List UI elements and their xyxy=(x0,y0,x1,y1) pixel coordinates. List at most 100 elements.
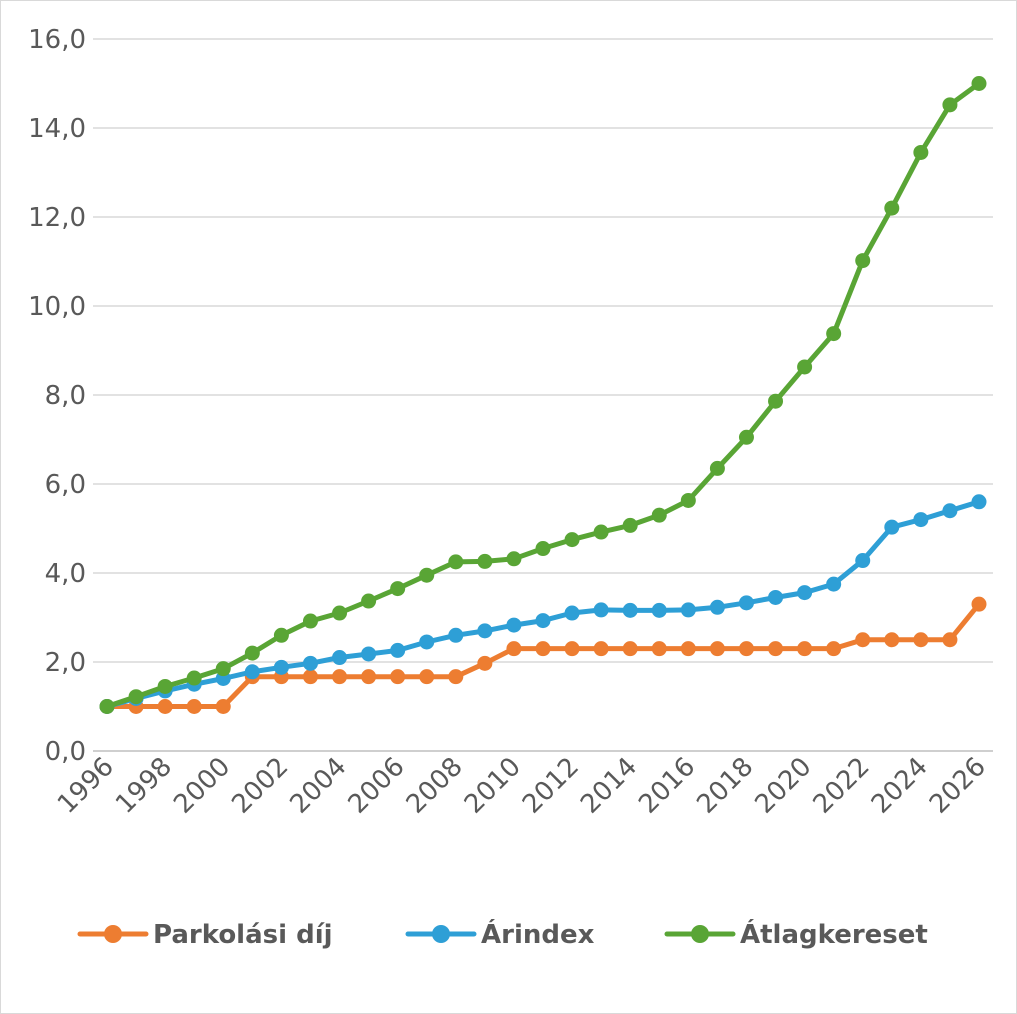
data-point xyxy=(564,532,580,548)
data-point xyxy=(680,641,696,657)
data-point xyxy=(128,689,144,705)
legend-label: Parkolási díj xyxy=(153,920,333,950)
data-point xyxy=(884,519,900,535)
data-point xyxy=(535,541,551,557)
data-point xyxy=(913,512,929,528)
data-point xyxy=(361,593,377,609)
x-tick-label: 2012 xyxy=(517,752,585,820)
data-point xyxy=(855,253,871,269)
y-tick-label: 16,0 xyxy=(28,25,86,55)
data-point xyxy=(419,567,435,583)
x-tick-label: 2006 xyxy=(343,752,411,820)
data-point xyxy=(971,494,987,510)
data-point xyxy=(332,669,348,685)
y-tick-label: 2,0 xyxy=(45,648,86,678)
data-point xyxy=(651,507,667,523)
data-point xyxy=(942,503,958,519)
data-point xyxy=(390,669,406,685)
data-point xyxy=(332,605,348,621)
legend-marker xyxy=(432,925,450,943)
x-tick-label: 2016 xyxy=(633,752,701,820)
data-point xyxy=(768,393,784,409)
legend-item: Árindex xyxy=(405,918,595,950)
data-point xyxy=(390,642,406,658)
series-line xyxy=(104,499,982,709)
data-point xyxy=(651,641,667,657)
legend-label: Árindex xyxy=(481,918,595,950)
data-point xyxy=(273,659,289,675)
x-tick-label: 2008 xyxy=(401,752,469,820)
data-point xyxy=(768,641,784,657)
y-tick-label: 10,0 xyxy=(28,292,86,322)
data-point xyxy=(448,554,464,570)
data-point xyxy=(506,551,522,567)
data-point xyxy=(709,599,725,615)
x-tick-label: 2018 xyxy=(691,752,759,820)
data-point xyxy=(564,605,580,621)
data-point xyxy=(448,627,464,643)
data-point xyxy=(738,429,754,445)
data-point xyxy=(971,596,987,612)
y-tick-label: 8,0 xyxy=(45,381,86,411)
legend: Parkolási díj Árindex Átlagkereset xyxy=(77,918,928,950)
data-point xyxy=(215,699,231,714)
data-point xyxy=(709,460,725,476)
data-point xyxy=(477,623,493,639)
data-point xyxy=(215,661,231,677)
data-point xyxy=(99,699,115,714)
x-tick-label: 1998 xyxy=(110,752,178,820)
y-tick-label: 12,0 xyxy=(28,203,86,233)
data-point xyxy=(797,641,813,657)
data-point xyxy=(942,632,958,648)
data-point xyxy=(157,699,173,714)
data-point xyxy=(419,669,435,685)
data-point xyxy=(157,678,173,694)
y-tick-label: 6,0 xyxy=(45,470,86,500)
data-point xyxy=(361,646,377,662)
data-point xyxy=(244,645,260,661)
y-tick-label: 14,0 xyxy=(28,114,86,144)
x-tick-label: 2002 xyxy=(226,752,294,820)
x-tick-label: 2000 xyxy=(168,752,236,820)
x-tick-label: 2024 xyxy=(866,752,934,820)
data-point xyxy=(768,589,784,605)
legend-item: Parkolási díj xyxy=(77,920,333,950)
data-point xyxy=(913,144,929,160)
legend-label: Átlagkereset xyxy=(740,918,928,950)
data-point xyxy=(651,602,667,618)
x-tick-label: 2022 xyxy=(808,752,876,820)
data-point xyxy=(390,581,406,597)
data-point xyxy=(593,602,609,618)
data-point xyxy=(884,632,900,648)
series-2 xyxy=(99,494,987,714)
data-point xyxy=(302,655,318,671)
data-point xyxy=(855,632,871,648)
x-tick-label: 2026 xyxy=(924,752,992,820)
data-point xyxy=(913,632,929,648)
data-point xyxy=(477,655,493,671)
data-point xyxy=(419,634,435,650)
legend-marker xyxy=(104,925,122,943)
data-point xyxy=(593,524,609,540)
x-axis-labels: 1996199820002002200420062008201020122014… xyxy=(52,752,992,820)
data-point xyxy=(186,699,202,714)
data-point xyxy=(884,200,900,216)
data-point xyxy=(680,602,696,618)
data-point xyxy=(826,641,842,657)
data-point xyxy=(535,613,551,629)
data-point xyxy=(855,553,871,569)
x-tick-label: 2010 xyxy=(459,752,527,820)
data-point xyxy=(506,617,522,633)
data-point xyxy=(186,670,202,686)
legend-item: Átlagkereset xyxy=(664,918,928,950)
data-point xyxy=(622,641,638,657)
data-point xyxy=(797,359,813,375)
data-point xyxy=(593,641,609,657)
data-point xyxy=(622,517,638,533)
series-lines xyxy=(99,76,987,714)
data-point xyxy=(332,650,348,666)
data-point xyxy=(826,576,842,592)
data-point xyxy=(244,664,260,680)
